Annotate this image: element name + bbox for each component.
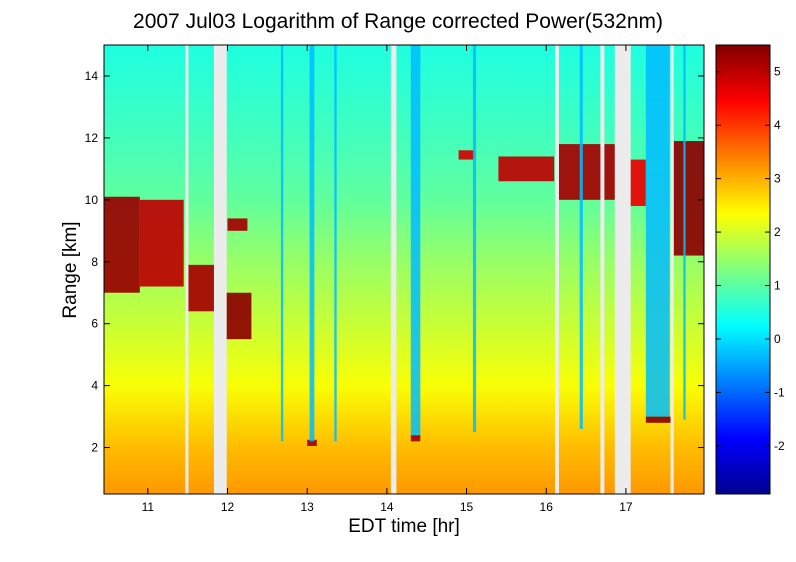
y-tick-label: 4 xyxy=(91,379,98,393)
cloud-layer xyxy=(307,439,317,447)
x-tick-label: 14 xyxy=(380,500,394,514)
data-gap xyxy=(670,45,674,494)
data-gap xyxy=(614,45,631,494)
colorbar-tick-label: 2 xyxy=(774,225,781,239)
y-tick-label: 14 xyxy=(85,69,99,83)
cloud-layer xyxy=(225,292,252,340)
cloud-layer xyxy=(410,435,421,442)
data-gap xyxy=(185,45,189,494)
colorbar-tick-label: -1 xyxy=(774,385,785,399)
cloud-layer xyxy=(227,218,248,231)
cloud-layer xyxy=(458,150,475,160)
colorbar-tick-label: 0 xyxy=(774,332,781,346)
data-gap xyxy=(554,45,559,494)
y-tick-label: 12 xyxy=(85,131,99,145)
colorbar-tick-label: 3 xyxy=(774,172,781,186)
x-axis-label: EDT time [hr] xyxy=(348,516,460,537)
cloud-layer xyxy=(645,416,673,423)
data-gap xyxy=(213,45,227,494)
y-tick-label: 8 xyxy=(91,255,98,269)
colorbar: 5 4 3 2 1 0 -1 -2 xyxy=(715,44,785,495)
attenuated-column xyxy=(579,45,583,429)
colorbar-tick-label: -2 xyxy=(774,439,785,453)
attenuated-column xyxy=(410,45,421,436)
x-tick-label: 12 xyxy=(221,500,235,514)
attenuated-column xyxy=(334,45,337,442)
attenuated-column xyxy=(280,45,284,442)
cloud-layer xyxy=(558,144,618,200)
x-tick-label: 11 xyxy=(142,500,155,514)
chart-title: 2007 Jul03 Logarithm of Range corrected … xyxy=(133,10,663,33)
colorbar-gradient xyxy=(716,45,770,494)
data-gap xyxy=(390,45,397,494)
y-tick-label: 6 xyxy=(91,317,98,331)
x-tick-label: 16 xyxy=(540,500,554,514)
plot-area xyxy=(104,45,704,494)
cloud-layer xyxy=(104,196,140,293)
cloud-layer xyxy=(498,156,555,182)
colorbar-frame xyxy=(715,44,771,495)
y-tick-label: 2 xyxy=(91,441,98,455)
y-tick-label: 10 xyxy=(85,193,99,207)
x-tick-label: 15 xyxy=(460,500,474,514)
cloud-layer xyxy=(139,199,184,287)
colorbar-tick-label: 1 xyxy=(774,279,781,293)
cloud-layer xyxy=(673,140,704,256)
y-axis: 2 4 6 8 10 12 14 xyxy=(85,69,704,455)
x-tick-label: 17 xyxy=(619,500,633,514)
data-gap xyxy=(600,45,605,494)
attenuated-column xyxy=(309,45,315,442)
colorbar-tick-label: 4 xyxy=(774,118,781,132)
y-axis-label: Range [km] xyxy=(60,221,81,318)
plot-frame xyxy=(103,44,705,495)
attenuated-column xyxy=(683,45,686,420)
x-axis: 11 12 13 14 15 16 17 xyxy=(142,45,633,514)
colorbar-tick-label: 5 xyxy=(774,65,781,79)
x-tick-label: 13 xyxy=(301,500,315,514)
attenuated-column xyxy=(472,45,477,433)
attenuated-column xyxy=(645,45,670,417)
